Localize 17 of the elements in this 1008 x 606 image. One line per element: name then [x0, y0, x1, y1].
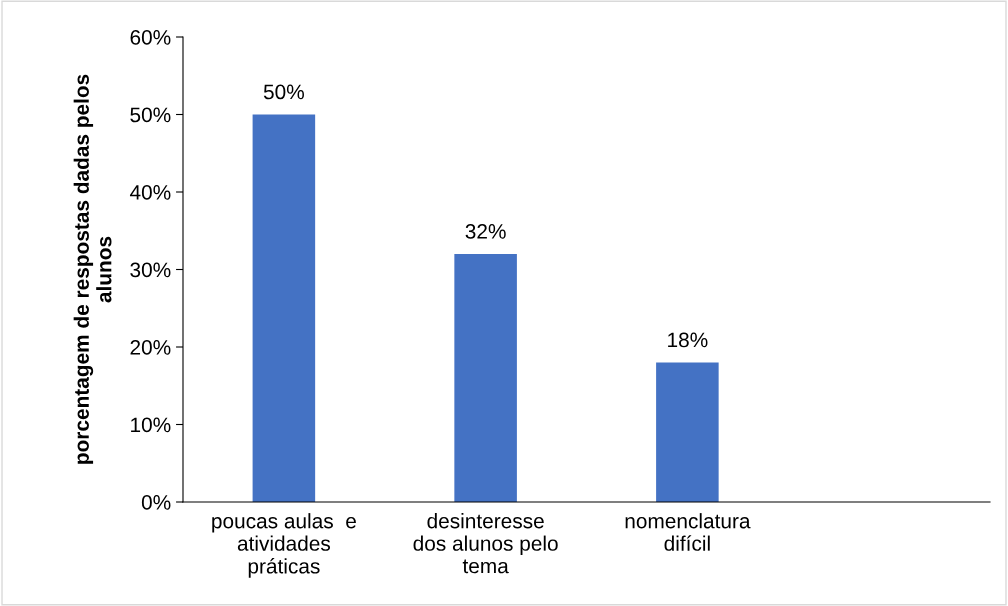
bar	[252, 114, 316, 502]
x-tick-label: poucas aulas e atividades práticas	[212, 513, 356, 578]
data-label: 32%	[465, 224, 506, 239]
x-tick-label: desinteresse dos alunos pelo tema	[413, 513, 558, 574]
y-tick-label: 0%	[141, 495, 171, 510]
y-tick-label: 20%	[130, 340, 171, 355]
y-tick-label: 30%	[130, 262, 171, 278]
x-tick-label: nomenclatura difícil	[625, 513, 751, 551]
bar	[454, 254, 517, 502]
y-tick-label: 10%	[131, 417, 171, 433]
y-tick-label: 50%	[130, 107, 171, 123]
y-tick-label: 60%	[130, 30, 171, 45]
bar	[656, 362, 719, 502]
y-axis-title: porcentagem de respostas dadas pelos alunos	[73, 74, 112, 464]
y-tick-label: 40%	[129, 185, 171, 200]
data-label: 50%	[263, 84, 304, 100]
data-label: 18%	[668, 332, 708, 348]
